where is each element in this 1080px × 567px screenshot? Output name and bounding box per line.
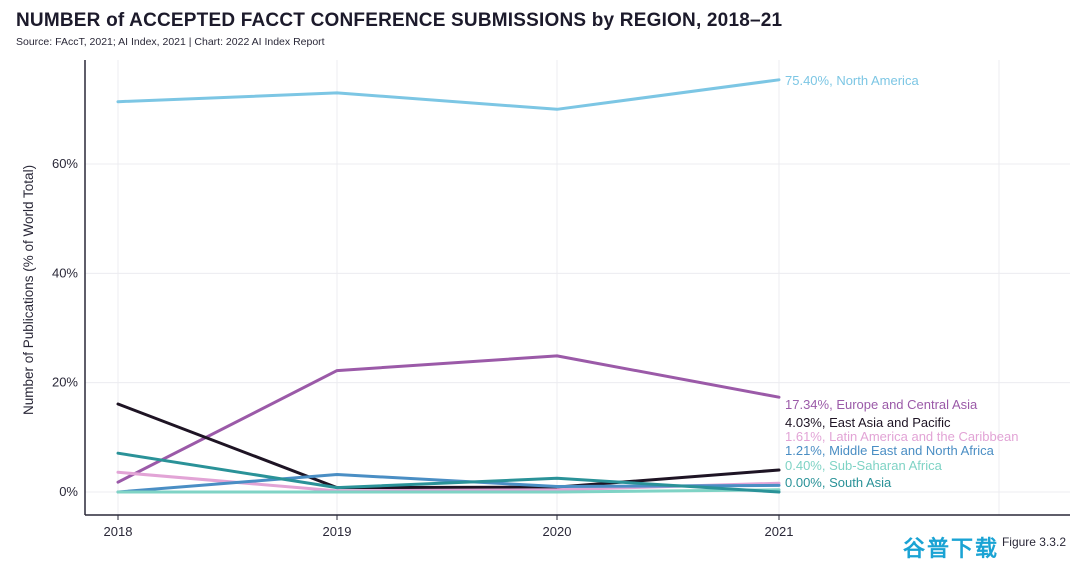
series-line-east-asia-and-pacific [116,402,781,490]
series-line-north-america [116,78,781,111]
y-tick-labels: 0% 20% 40% 60% [52,156,78,499]
series-end-label: 1.61%, Latin America and the Caribbean [785,429,1018,444]
grid-lines [85,60,1070,515]
series-end-label: 0.40%, Sub-Saharan Africa [785,458,943,473]
chart-source: Source: FAccT, 2021; AI Index, 2021 | Ch… [16,36,325,48]
series-end-label: 75.40%, North America [785,73,919,88]
chart-title: NUMBER of ACCEPTED FACCT CONFERENCE SUBM… [16,10,783,31]
axes [84,60,1070,516]
x-tick-label: 2020 [543,524,572,539]
y-tick-label: 20% [52,375,78,390]
series-end-label: 17.34%, Europe and Central Asia [785,397,978,412]
series-line-south-asia [116,451,781,494]
y-tick-label: 0% [59,484,78,499]
series-end-labels: 75.40%, North America 17.34%, Europe and … [785,73,1018,490]
y-tick-label: 60% [52,156,78,171]
series-end-label: 0.00%, South Asia [785,475,892,490]
x-tick-label: 2018 [104,524,133,539]
y-axis-label: Number of Publications (% of World Total… [21,165,36,415]
figure-label: Figure 3.3.2 [1001,535,1066,549]
series-end-label: 1.21%, Middle East and North Africa [785,443,995,458]
watermark: 谷普下载 [903,536,1000,561]
series-line-europe-and-central-asia [116,354,781,484]
x-tick-label: 2019 [323,524,352,539]
series-line-sub-saharan-africa [116,488,781,494]
x-tick-label: 2021 [765,524,794,539]
x-tick-labels: 2018 2019 2020 2021 [104,515,794,539]
y-tick-label: 40% [52,265,78,280]
series-end-label: 4.03%, East Asia and Pacific [785,415,951,430]
series-lines [116,78,781,494]
